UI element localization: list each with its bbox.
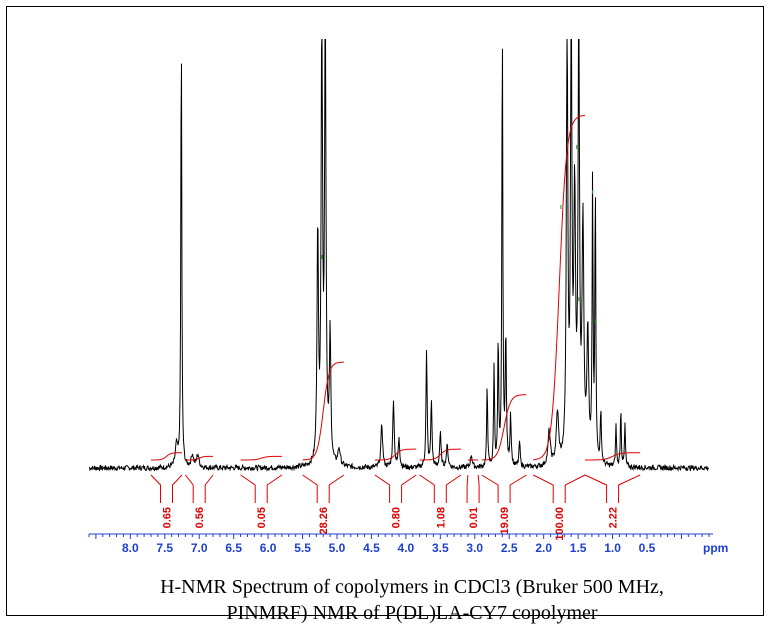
integral-bracket — [481, 474, 527, 503]
integral-label: 0.56 — [194, 507, 206, 528]
x-tick-label: 5.0 — [329, 541, 346, 555]
integral-bracket — [374, 474, 417, 503]
integral-bracket — [302, 474, 345, 503]
x-tick-label: 6.5 — [225, 541, 242, 555]
x-tick-label: 4.0 — [398, 541, 415, 555]
integral-bracket — [419, 474, 462, 503]
integral-bracket — [185, 474, 214, 503]
x-tick-label: 0.5 — [639, 541, 656, 555]
caption-line-1: H-NMR Spectrum of copolymers in CDCl3 (B… — [160, 576, 664, 598]
x-tick-label: 1.0 — [604, 541, 621, 555]
x-tick-label: 2.5 — [501, 541, 518, 555]
integral-curve — [481, 394, 527, 461]
caption-line-2: PINMRF) NMR of P(DL)LA-CY7 copolymer — [226, 602, 598, 624]
integral-label: 2.22 — [608, 507, 620, 528]
integral-label: 1.08 — [435, 507, 447, 528]
x-tick-label: 5.5 — [294, 541, 311, 555]
integral-label: 100.00 — [554, 507, 566, 541]
integral-label: 0.65 — [162, 507, 174, 528]
integral-label: 28.26 — [318, 507, 330, 535]
x-tick-label: 3.0 — [466, 541, 483, 555]
spectrum-trace — [88, 39, 710, 472]
x-tick-label: 1.5 — [570, 541, 587, 555]
integral-curve — [533, 115, 586, 461]
integral-bracket — [533, 474, 586, 503]
integral-bracket — [150, 474, 183, 503]
x-tick-label: 7.0 — [191, 541, 208, 555]
x-tick-label: 7.5 — [156, 541, 173, 555]
x-tick-label: 8.0 — [122, 541, 139, 555]
integral-curve — [240, 455, 282, 461]
integral-curve — [185, 455, 213, 461]
integral-label: 19.09 — [499, 507, 511, 535]
integral-curve — [419, 448, 461, 461]
integral-label: 0.80 — [391, 507, 403, 528]
x-unit-label: ppm — [703, 541, 728, 555]
integral-curve — [585, 452, 641, 461]
integral-curve — [374, 448, 417, 461]
x-tick-label: 4.5 — [363, 541, 380, 555]
x-tick-label: 2.0 — [535, 541, 552, 555]
integral-label: 0.01 — [468, 507, 480, 528]
integral-bracket — [584, 474, 641, 503]
figure-frame: 0.65 0.56 0.05 28.26 0.80 1.08 0.01 19.09 100.00… — [6, 6, 764, 624]
x-tick-label: 6.0 — [260, 541, 277, 555]
nmr-spectrum-chart: 0.65 0.56 0.05 28.26 0.80 1.08 0.01 19.09 100.00… — [88, 39, 728, 555]
x-tick-label: 3.5 — [432, 541, 449, 555]
integral-bracket — [466, 474, 480, 503]
integral-curve — [302, 361, 344, 461]
integral-bracket — [240, 474, 283, 503]
integral-label: 0.05 — [256, 507, 268, 528]
integral-curve — [151, 452, 182, 461]
figure-caption: H-NMR Spectrum of copolymers in CDCl3 (B… — [87, 574, 737, 626]
